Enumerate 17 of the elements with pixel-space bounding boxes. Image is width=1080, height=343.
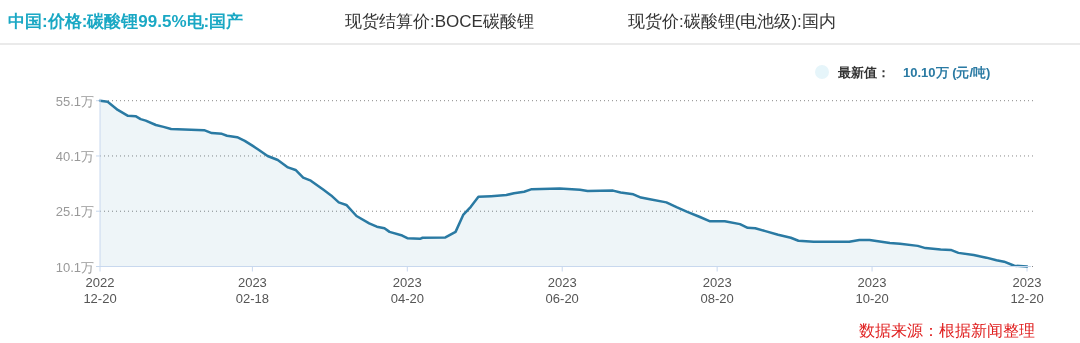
x-tick-label: 2023 08-20: [700, 274, 734, 306]
x-tick-label: 2023 04-20: [390, 274, 424, 306]
x-tick-label: 2023 02-18: [235, 274, 270, 306]
y-tick-label: 40.1万: [55, 148, 94, 164]
x-tick-label: 2023 10-20: [855, 274, 889, 306]
y-tick-label: 10.1万: [55, 259, 94, 275]
text: 10.10万 (元/吨): [903, 65, 991, 80]
text: 最新值：: [837, 65, 890, 80]
text: 现货价:碳酸锂(电池级):国内: [628, 12, 836, 31]
y-tick-label: 55.1万: [55, 93, 94, 109]
x-tick-label: 2023 12-20: [1010, 274, 1044, 306]
x-tick-label: 2023 06-20: [545, 274, 579, 306]
source-note: 数据来源：根据新闻整理: [859, 322, 1035, 339]
text: 现货结算价:BOCE碳酸锂: [345, 12, 534, 31]
chart-title: 中国:价格:碳酸锂99.5%电:国产: [8, 12, 244, 31]
x-tick-label: 2022 12-20: [83, 274, 117, 306]
y-tick-label: 25.1万: [55, 204, 94, 220]
